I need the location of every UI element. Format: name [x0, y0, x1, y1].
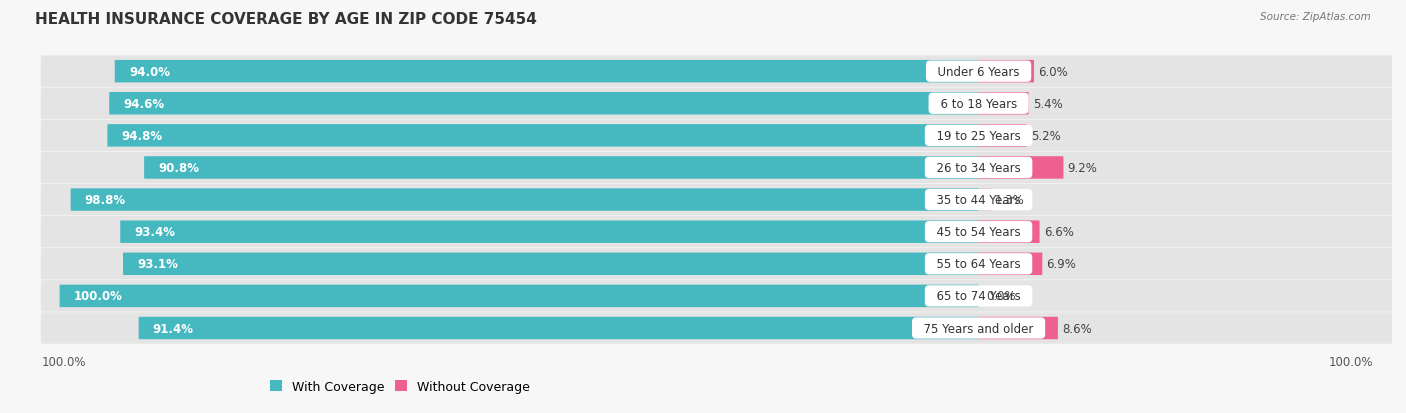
Text: 93.4%: 93.4%	[135, 225, 176, 239]
FancyBboxPatch shape	[59, 285, 979, 307]
Text: 100.0%: 100.0%	[42, 356, 86, 368]
FancyBboxPatch shape	[979, 125, 1026, 147]
Text: 19 to 25 Years: 19 to 25 Years	[929, 130, 1028, 142]
Text: 94.6%: 94.6%	[124, 97, 165, 111]
FancyBboxPatch shape	[41, 313, 1406, 344]
Text: HEALTH INSURANCE COVERAGE BY AGE IN ZIP CODE 75454: HEALTH INSURANCE COVERAGE BY AGE IN ZIP …	[35, 12, 537, 27]
FancyBboxPatch shape	[41, 88, 1406, 120]
FancyBboxPatch shape	[41, 184, 1406, 216]
Text: 1.3%: 1.3%	[995, 194, 1025, 206]
Text: 5.4%: 5.4%	[1033, 97, 1063, 111]
Text: 65 to 74 Years: 65 to 74 Years	[929, 290, 1028, 303]
FancyBboxPatch shape	[145, 157, 979, 179]
FancyBboxPatch shape	[979, 221, 1039, 243]
FancyBboxPatch shape	[979, 317, 1057, 339]
FancyBboxPatch shape	[139, 317, 979, 339]
Text: 94.8%: 94.8%	[121, 130, 163, 142]
Text: 8.6%: 8.6%	[1062, 322, 1092, 335]
Text: 26 to 34 Years: 26 to 34 Years	[929, 161, 1028, 175]
FancyBboxPatch shape	[122, 253, 979, 275]
Text: 93.1%: 93.1%	[138, 258, 179, 271]
Text: 6.6%: 6.6%	[1043, 225, 1074, 239]
Text: 6.9%: 6.9%	[1046, 258, 1077, 271]
FancyBboxPatch shape	[979, 93, 1029, 115]
FancyBboxPatch shape	[41, 120, 1406, 152]
FancyBboxPatch shape	[979, 189, 991, 211]
FancyBboxPatch shape	[979, 61, 1033, 83]
FancyBboxPatch shape	[41, 280, 1406, 312]
FancyBboxPatch shape	[110, 93, 979, 115]
Legend: With Coverage, Without Coverage: With Coverage, Without Coverage	[264, 375, 536, 398]
FancyBboxPatch shape	[41, 216, 1406, 248]
Text: 45 to 54 Years: 45 to 54 Years	[929, 225, 1028, 239]
FancyBboxPatch shape	[41, 249, 1406, 280]
Text: 98.8%: 98.8%	[84, 194, 127, 206]
Text: 0.0%: 0.0%	[986, 290, 1015, 303]
FancyBboxPatch shape	[979, 253, 1042, 275]
FancyBboxPatch shape	[41, 56, 1406, 88]
FancyBboxPatch shape	[107, 125, 979, 147]
Text: 100.0%: 100.0%	[1329, 356, 1374, 368]
Text: 6.0%: 6.0%	[1038, 66, 1069, 78]
Text: 5.2%: 5.2%	[1031, 130, 1060, 142]
FancyBboxPatch shape	[979, 157, 1063, 179]
Text: Source: ZipAtlas.com: Source: ZipAtlas.com	[1260, 12, 1371, 22]
Text: 91.4%: 91.4%	[153, 322, 194, 335]
FancyBboxPatch shape	[115, 61, 979, 83]
Text: 55 to 64 Years: 55 to 64 Years	[929, 258, 1028, 271]
Text: 94.0%: 94.0%	[129, 66, 170, 78]
Text: 6 to 18 Years: 6 to 18 Years	[932, 97, 1025, 111]
FancyBboxPatch shape	[70, 189, 979, 211]
Text: 75 Years and older: 75 Years and older	[917, 322, 1040, 335]
FancyBboxPatch shape	[121, 221, 979, 243]
Text: 90.8%: 90.8%	[159, 161, 200, 175]
Text: 100.0%: 100.0%	[73, 290, 122, 303]
Text: Under 6 Years: Under 6 Years	[931, 66, 1026, 78]
FancyBboxPatch shape	[41, 152, 1406, 184]
Text: 35 to 44 Years: 35 to 44 Years	[929, 194, 1028, 206]
Text: 9.2%: 9.2%	[1067, 161, 1098, 175]
